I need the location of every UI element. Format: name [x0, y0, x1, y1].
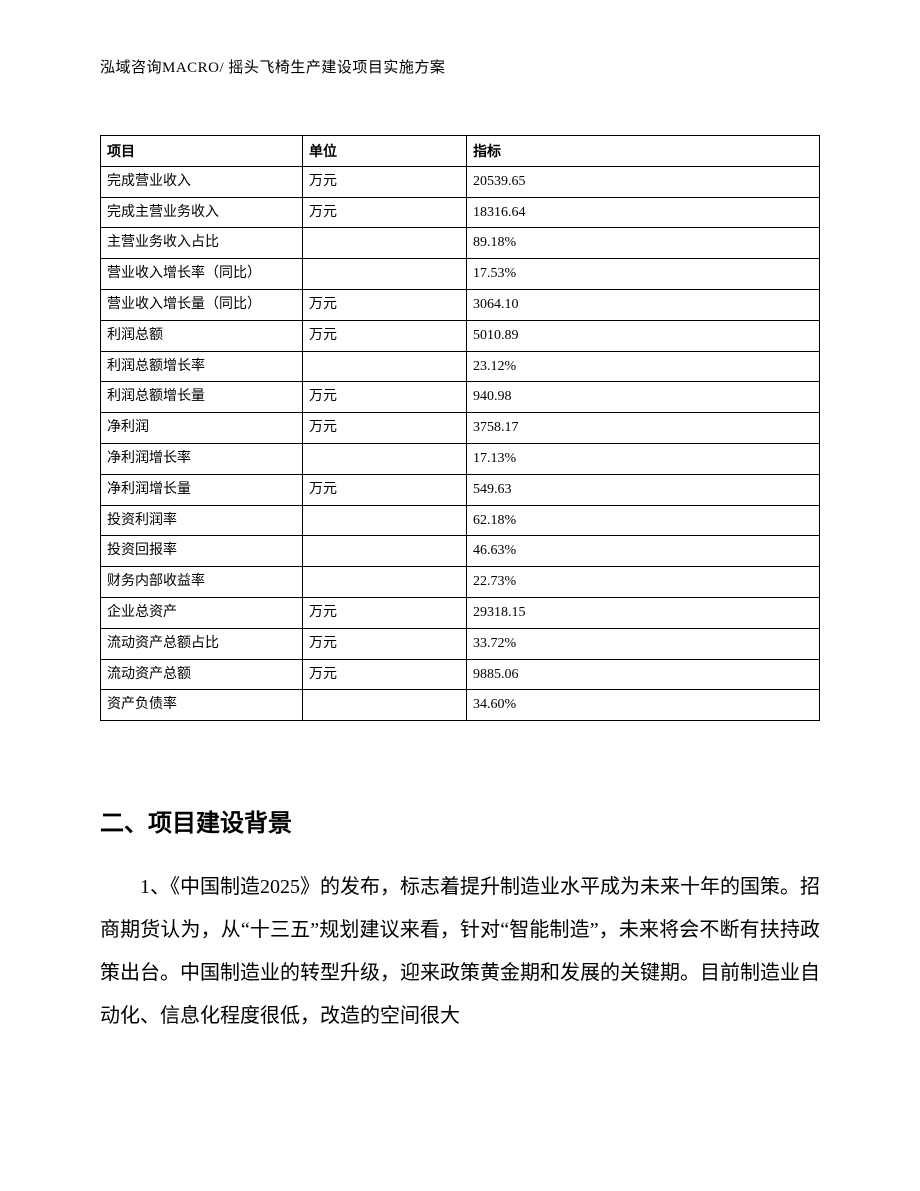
cell-unit: 万元	[303, 166, 467, 197]
cell-item: 投资回报率	[101, 536, 303, 567]
cell-item: 流动资产总额	[101, 659, 303, 690]
cell-unit	[303, 351, 467, 382]
cell-item: 资产负债率	[101, 690, 303, 721]
table-header-row: 项目 单位 指标	[101, 136, 820, 167]
cell-metric: 18316.64	[467, 197, 820, 228]
cell-item: 净利润增长量	[101, 474, 303, 505]
cell-unit: 万元	[303, 320, 467, 351]
cell-unit	[303, 567, 467, 598]
table-row: 财务内部收益率 22.73%	[101, 567, 820, 598]
cell-metric: 89.18%	[467, 228, 820, 259]
cell-item: 净利润增长率	[101, 443, 303, 474]
body-paragraph: 1、《中国制造2025》的发布，标志着提升制造业水平成为未来十年的国策。招商期货…	[100, 866, 820, 1038]
cell-metric: 17.53%	[467, 259, 820, 290]
table-row: 流动资产总额万元9885.06	[101, 659, 820, 690]
table-row: 完成主营业务收入万元18316.64	[101, 197, 820, 228]
cell-item: 完成营业收入	[101, 166, 303, 197]
cell-metric: 23.12%	[467, 351, 820, 382]
cell-unit	[303, 443, 467, 474]
col-header-metric: 指标	[467, 136, 820, 167]
table-row: 营业收入增长量（同比）万元3064.10	[101, 289, 820, 320]
cell-metric: 22.73%	[467, 567, 820, 598]
cell-metric: 20539.65	[467, 166, 820, 197]
table-row: 流动资产总额占比万元33.72%	[101, 628, 820, 659]
table-row: 利润总额万元5010.89	[101, 320, 820, 351]
cell-item: 企业总资产	[101, 597, 303, 628]
cell-unit: 万元	[303, 382, 467, 413]
cell-metric: 62.18%	[467, 505, 820, 536]
cell-item: 营业收入增长率（同比）	[101, 259, 303, 290]
cell-unit: 万元	[303, 197, 467, 228]
table-row: 净利润增长量万元549.63	[101, 474, 820, 505]
table-row: 企业总资产万元29318.15	[101, 597, 820, 628]
cell-item: 财务内部收益率	[101, 567, 303, 598]
table-row: 投资利润率 62.18%	[101, 505, 820, 536]
cell-unit: 万元	[303, 413, 467, 444]
indicator-table: 项目 单位 指标 完成营业收入万元20539.65 完成主营业务收入万元1831…	[100, 135, 820, 721]
cell-unit: 万元	[303, 597, 467, 628]
cell-item: 投资利润率	[101, 505, 303, 536]
cell-unit: 万元	[303, 628, 467, 659]
cell-item: 净利润	[101, 413, 303, 444]
table-row: 利润总额增长量万元940.98	[101, 382, 820, 413]
cell-metric: 34.60%	[467, 690, 820, 721]
cell-metric: 33.72%	[467, 628, 820, 659]
table-row: 利润总额增长率 23.12%	[101, 351, 820, 382]
cell-item: 流动资产总额占比	[101, 628, 303, 659]
cell-item: 营业收入增长量（同比）	[101, 289, 303, 320]
table-row: 净利润万元3758.17	[101, 413, 820, 444]
cell-unit	[303, 228, 467, 259]
cell-unit: 万元	[303, 474, 467, 505]
cell-item: 利润总额增长率	[101, 351, 303, 382]
table-row: 投资回报率 46.63%	[101, 536, 820, 567]
col-header-item: 项目	[101, 136, 303, 167]
cell-metric: 3758.17	[467, 413, 820, 444]
cell-unit	[303, 505, 467, 536]
cell-metric: 29318.15	[467, 597, 820, 628]
cell-metric: 940.98	[467, 382, 820, 413]
table-row: 营业收入增长率（同比） 17.53%	[101, 259, 820, 290]
cell-unit	[303, 259, 467, 290]
cell-metric: 3064.10	[467, 289, 820, 320]
section-title: 二、项目建设背景	[100, 803, 820, 838]
cell-metric: 549.63	[467, 474, 820, 505]
cell-unit	[303, 690, 467, 721]
cell-metric: 17.13%	[467, 443, 820, 474]
table-row: 完成营业收入万元20539.65	[101, 166, 820, 197]
cell-unit	[303, 536, 467, 567]
cell-unit: 万元	[303, 659, 467, 690]
cell-item: 利润总额增长量	[101, 382, 303, 413]
cell-metric: 46.63%	[467, 536, 820, 567]
col-header-unit: 单位	[303, 136, 467, 167]
cell-metric: 5010.89	[467, 320, 820, 351]
table-row: 主营业务收入占比 89.18%	[101, 228, 820, 259]
cell-item: 完成主营业务收入	[101, 197, 303, 228]
cell-item: 主营业务收入占比	[101, 228, 303, 259]
cell-unit: 万元	[303, 289, 467, 320]
cell-metric: 9885.06	[467, 659, 820, 690]
page: 泓域咨询MACRO/ 摇头飞椅生产建设项目实施方案 项目 单位 指标 完成营业收…	[0, 0, 920, 1191]
table-row: 净利润增长率 17.13%	[101, 443, 820, 474]
table-row: 资产负债率 34.60%	[101, 690, 820, 721]
page-header: 泓域咨询MACRO/ 摇头飞椅生产建设项目实施方案	[100, 56, 820, 77]
cell-item: 利润总额	[101, 320, 303, 351]
